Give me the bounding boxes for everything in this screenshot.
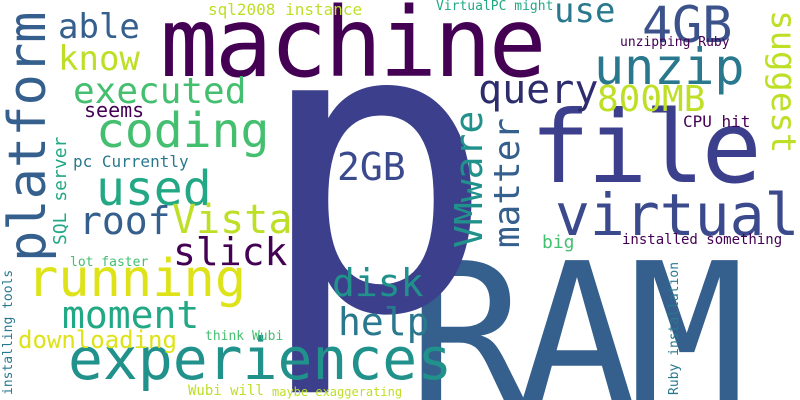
word-help: help — [338, 300, 430, 344]
word-sql2008-instance: sql2008 instance — [208, 0, 363, 19]
word-think-wubi: think Wubi — [205, 329, 284, 344]
word-virtual: virtual — [555, 181, 800, 249]
word-executed: executed — [73, 71, 247, 112]
word-able: able — [58, 7, 140, 47]
word-big: big — [542, 232, 575, 253]
word-roof: roof — [79, 199, 171, 243]
word-moment: moment — [62, 293, 200, 337]
word-p: p — [255, 0, 496, 400]
word-maybe-exaggerating: maybe exaggerating — [272, 385, 403, 399]
word-sql-server: SQL server — [50, 136, 71, 245]
word-disk: disk — [332, 261, 424, 305]
word-installed-something: installed something — [622, 232, 783, 248]
word-query: query — [478, 67, 599, 113]
word-4gb: 4GB — [642, 0, 733, 54]
word-platform: platform — [0, 11, 58, 262]
word-virtualpc-might: VirtualPC might — [436, 0, 554, 14]
word-cpu-hit: CPU hit — [683, 112, 751, 131]
word-file: file — [530, 89, 762, 206]
word-use: use — [554, 0, 616, 31]
word-experiences: experiences — [68, 325, 453, 393]
word-slick: slick — [173, 230, 288, 274]
word-2gb: 2GB — [337, 145, 406, 189]
word-unzip: unzip — [594, 38, 745, 96]
word-used: used — [96, 161, 212, 217]
word-lot-faster: lot faster — [70, 255, 149, 270]
word-downloading: downloading — [18, 326, 177, 354]
word-wubi-will: Wubi will — [188, 383, 264, 399]
word-suggest: suggest — [763, 10, 800, 154]
word-installing-tools: installing tools — [1, 269, 16, 395]
word-vmware: VMware — [447, 110, 491, 248]
word-pc-currently: pc Currently — [73, 152, 189, 171]
word-ruby-installation: Ruby installation — [667, 261, 682, 395]
word-unzipping-ruby: unzipping Ruby — [620, 35, 730, 50]
word-ram: RAM — [408, 222, 746, 400]
word-800mb: 800MB — [597, 79, 706, 120]
word-machine: machine — [160, 0, 547, 99]
word-seems: seems — [84, 98, 145, 122]
word-know: know — [58, 39, 140, 79]
word-vista: Vista — [172, 197, 293, 243]
word-coding: coding — [96, 103, 270, 159]
word-running: running — [27, 249, 247, 309]
word-matter: matter — [487, 117, 528, 248]
